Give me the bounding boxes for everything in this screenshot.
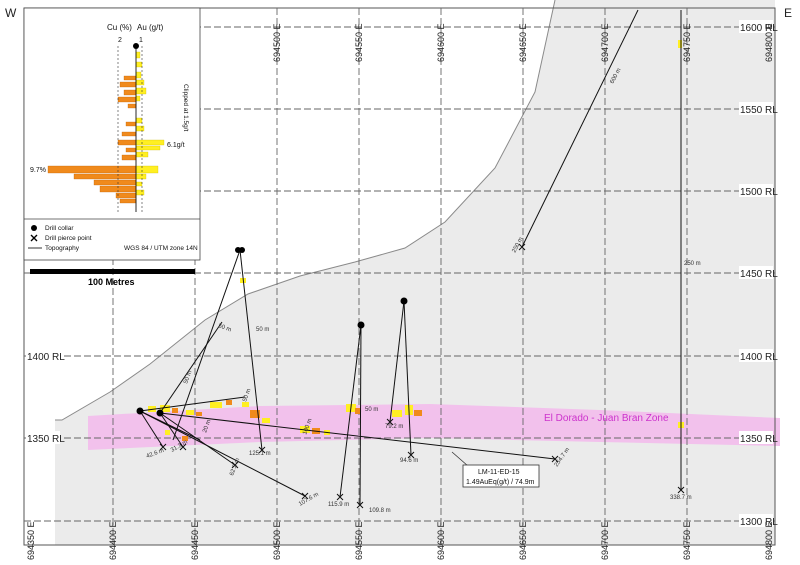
easting-bottom-694700: 694700 E: [600, 521, 610, 560]
svg-text:42.6 m: 42.6 m: [146, 448, 165, 460]
rl-label-1500: 1500 RL: [740, 187, 778, 198]
elevation-labels-left: 1400 RL 1350 RL: [26, 349, 65, 445]
easting-bottom-694800: 694800 E: [764, 521, 774, 560]
hole-callout: LM-11-ED-15 1.49AuEq(g/t) / 74.9m: [451, 451, 540, 488]
east-label: E: [784, 6, 792, 20]
legend-drill-pierce-point: Drill pierce point: [45, 235, 92, 242]
elevation-labels-right: 1600 RL 1550 RL 1500 RL 1450 RL 1400 RL …: [739, 20, 778, 528]
inset-collar-icon: [133, 43, 139, 49]
legend-panel: Cu (%) Au (g/t) 2 1: [23, 7, 201, 261]
easting-bottom-694650: 694650 E: [518, 521, 528, 560]
topography-line: [55, 0, 556, 421]
svg-text:62.2 m: 62.2 m: [229, 457, 241, 476]
rl-label-1600: 1600 RL: [740, 23, 778, 34]
easting-bottom-694600: 694600 E: [436, 521, 446, 560]
rl-label-1450: 1450 RL: [740, 269, 778, 280]
hole-callout-intercept: 1.49AuEq(g/t) / 74.9m: [466, 479, 535, 486]
rl-label-1300: 1300 RL: [740, 517, 778, 528]
legend-drill-collar: Drill collar: [45, 225, 74, 232]
legend-projection: WGS 84 / UTM zone 14N: [124, 245, 198, 252]
drill-collars: [136, 247, 408, 417]
easting-bottom-694400: 694400 E: [108, 521, 118, 560]
section-frame: [23, 7, 776, 546]
rl-label-1400: 1400 RL: [740, 352, 778, 363]
svg-text:50 m: 50 m: [217, 323, 232, 333]
au-scale-max: 1: [139, 37, 143, 44]
easting-bottom-694350: 694350 E: [26, 521, 36, 560]
drill-traces: [139, 9, 682, 506]
svg-text:50 m: 50 m: [365, 407, 378, 413]
easting-bottom-694450: 694450 E: [190, 521, 200, 560]
svg-text:50 m: 50 m: [183, 370, 193, 385]
rl-label-left-1400: 1400 RL: [27, 352, 65, 363]
scale-bar-label: 100 Metres: [88, 277, 135, 287]
pierce-point-legend-icon: [30, 234, 38, 242]
svg-text:20 m: 20 m: [202, 419, 212, 434]
svg-text:50 m: 50 m: [256, 327, 269, 333]
svg-text:79.2 m: 79.2 m: [385, 424, 403, 430]
easting-top-694750: 694750 E: [682, 23, 692, 62]
svg-text:94.6 m: 94.6 m: [400, 458, 418, 464]
cu-header: Cu (%): [107, 23, 132, 32]
au-header: Au (g/t): [137, 23, 164, 32]
svg-text:50 m: 50 m: [242, 388, 252, 403]
rl-label-1550: 1550 RL: [740, 105, 778, 116]
svg-text:250 m: 250 m: [684, 261, 701, 267]
easting-bottom-694500: 694500 E: [272, 521, 282, 560]
scale-bar: 100 Metres: [30, 269, 195, 287]
easting-top-694700: 694700 E: [600, 23, 610, 62]
easting-top-694650: 694650 E: [518, 23, 528, 62]
easting-bottom-694750: 694750 E: [682, 521, 692, 560]
easting-top-694550: 694550 E: [354, 23, 364, 62]
hole-callout-id: LM-11-ED-15: [478, 469, 520, 476]
easting-top-694600: 694600 E: [436, 23, 446, 62]
drill-collar-legend-icon: [31, 225, 37, 231]
easting-top-694500: 694500 E: [272, 23, 282, 62]
rl-label-1350: 1350 RL: [740, 434, 778, 445]
easting-labels-bottom: 694350 E 694400 E 694450 E 694500 E 6945…: [26, 521, 774, 560]
au-peak-label: 6.1g/t: [167, 142, 185, 149]
svg-text:338.7 m: 338.7 m: [670, 495, 692, 501]
cutoff-label: Clipped at 1.5g/t: [182, 84, 189, 132]
zone-label: El Dorado - Juan Bran Zone: [544, 413, 669, 424]
cu-histogram: [47, 75, 137, 204]
svg-text:115.9 m: 115.9 m: [328, 502, 349, 508]
pierce-points: [159, 243, 685, 509]
easting-bottom-694550: 694550 E: [354, 521, 364, 560]
west-label: W: [5, 6, 17, 20]
svg-text:100 m: 100 m: [302, 418, 313, 436]
rl-label-left-1350: 1350 RL: [27, 434, 65, 445]
legend-topography: Topography: [45, 245, 80, 252]
cu-peak-label: 9.7%: [30, 167, 46, 174]
svg-text:109.8 m: 109.8 m: [369, 508, 391, 514]
svg-text:125.1 m: 125.1 m: [249, 451, 271, 457]
easting-labels-top: 694500 E 694550 E 694600 E 694650 E 6947…: [272, 23, 774, 62]
cu-scale-max: 2: [118, 37, 122, 44]
easting-top-694800: 694800 E: [764, 23, 774, 62]
